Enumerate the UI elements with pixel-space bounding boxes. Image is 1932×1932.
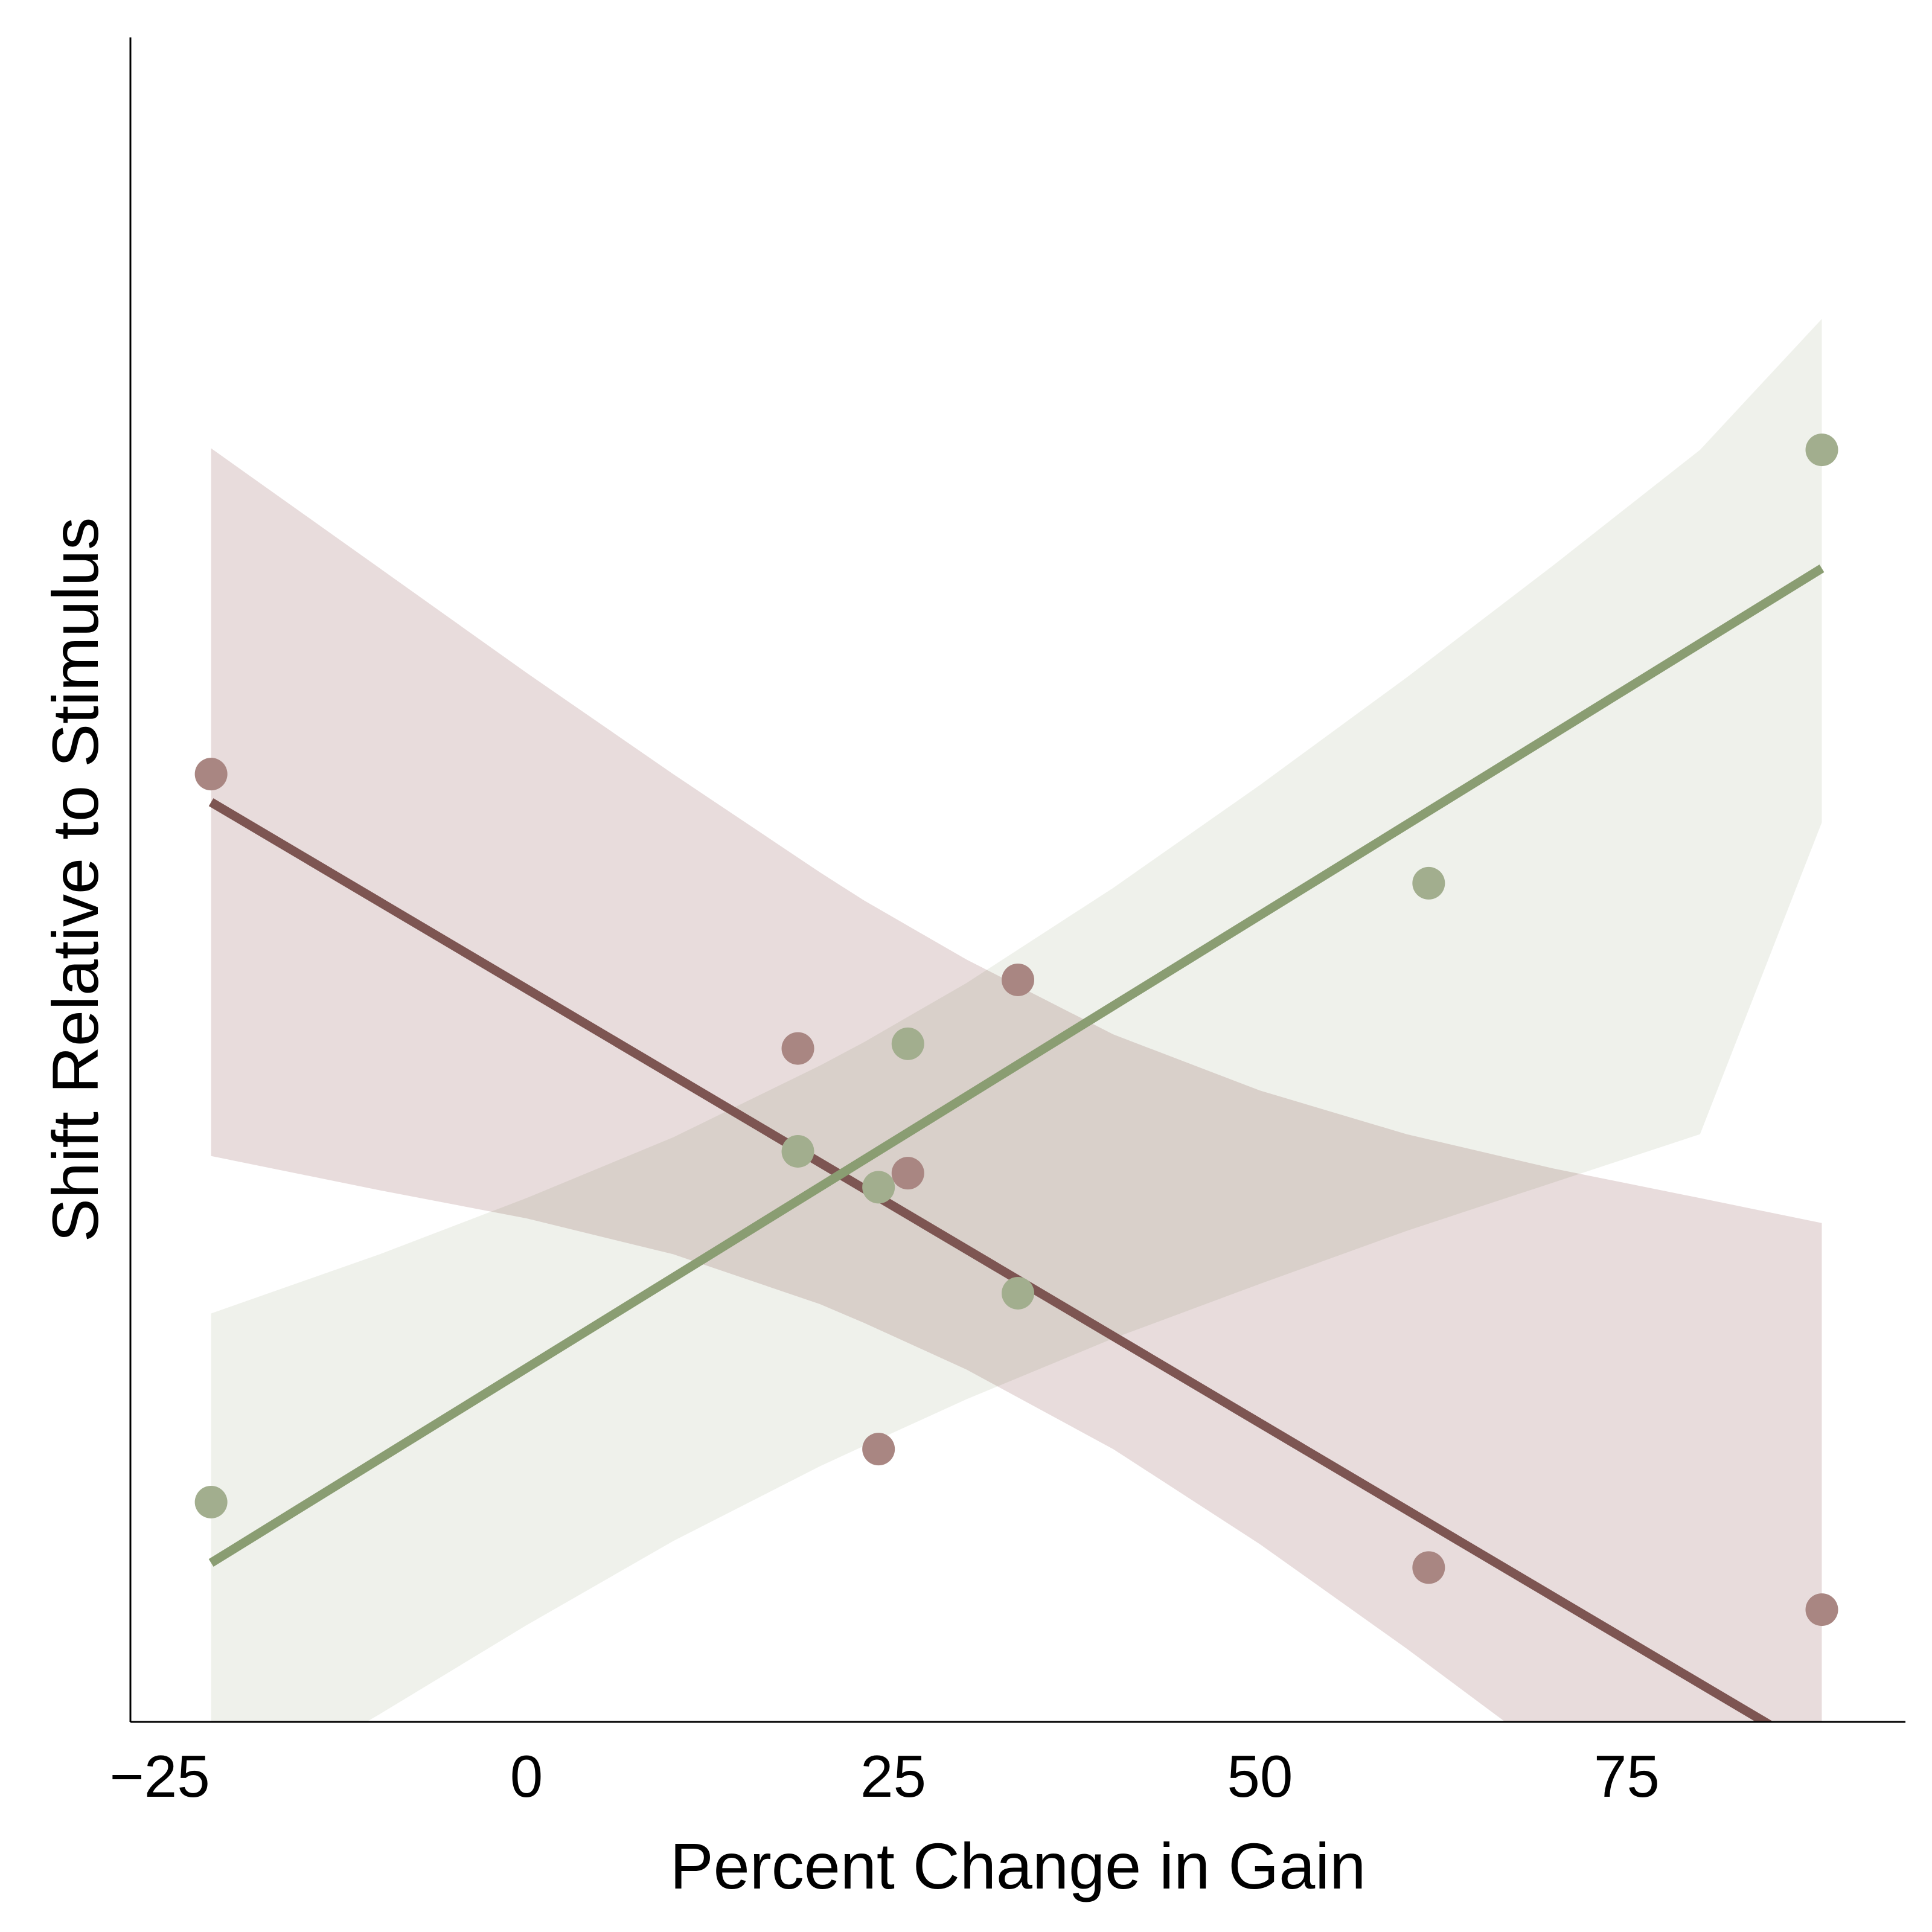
x-tick-label: 50	[1227, 1743, 1293, 1809]
x-tick-label: −25	[109, 1743, 210, 1809]
data-point-s2-7	[1805, 433, 1838, 467]
data-point-s2-2	[781, 1134, 814, 1168]
data-point-s1-3	[862, 1433, 895, 1466]
confidence-bands	[211, 319, 1822, 1722]
data-point-s1-1	[194, 758, 228, 791]
y-axis-title: Shift Relative to Stimulus	[39, 517, 112, 1243]
data-point-s2-4	[891, 1027, 924, 1060]
x-tick-label: 0	[510, 1743, 543, 1809]
data-point-s1-5	[1002, 963, 1034, 996]
data-point-s2-5	[1002, 1276, 1034, 1310]
data-point-s2-1	[194, 1485, 228, 1518]
x-tick-label: 75	[1594, 1743, 1660, 1809]
x-axis-title: Percent Change in Gain	[670, 1829, 1366, 1902]
data-points	[194, 433, 1838, 1627]
axes	[129, 37, 1905, 1723]
confidence-band-2	[211, 319, 1822, 1722]
data-point-s1-2	[781, 1032, 814, 1065]
data-point-s2-3	[862, 1171, 895, 1204]
x-tick-label: 25	[860, 1743, 926, 1809]
x-tick-labels: −25 0 25 50 75	[109, 1743, 1659, 1809]
fit-line-2	[208, 564, 1825, 1567]
data-point-s2-6	[1412, 866, 1445, 900]
data-point-s1-6	[1412, 1551, 1445, 1584]
data-point-s1-4	[891, 1157, 924, 1190]
data-point-s1-7	[1805, 1593, 1838, 1627]
